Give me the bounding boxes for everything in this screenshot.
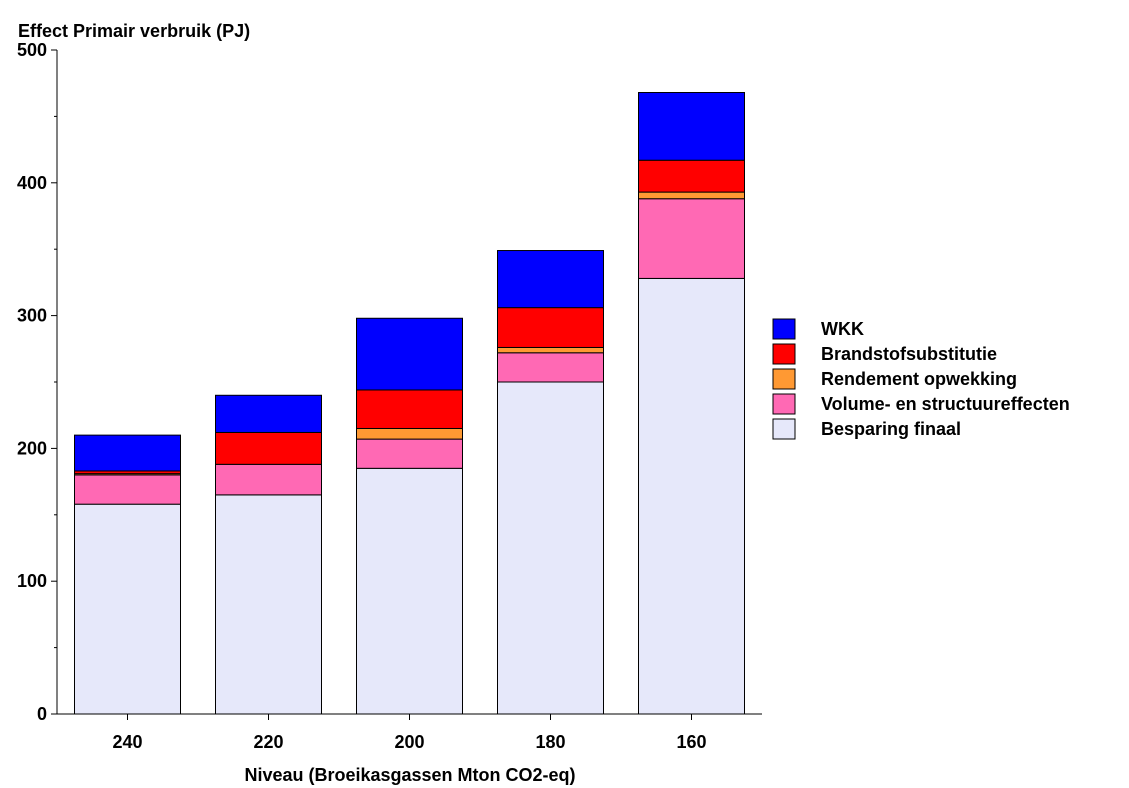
bar-segment bbox=[215, 494, 322, 715]
x-ticks-group: 240 220 200 180 160 bbox=[112, 714, 707, 752]
bar-segment bbox=[638, 92, 745, 161]
bar-segment bbox=[356, 438, 463, 469]
bar-segment bbox=[356, 467, 463, 715]
y-tick-label: 100 bbox=[17, 571, 47, 591]
legend-label: Volume- en structuureffecten bbox=[821, 394, 1070, 414]
bar-segment bbox=[497, 346, 604, 354]
legend-swatch bbox=[772, 418, 796, 440]
legend-label: WKK bbox=[821, 319, 864, 339]
y-tick-label: 400 bbox=[17, 173, 47, 193]
legend-label: Besparing finaal bbox=[821, 419, 961, 439]
bar-segment bbox=[497, 307, 604, 348]
legend: WKK Brandstofsubstitutie Rendement opwekki… bbox=[772, 318, 1070, 440]
bar-segment bbox=[74, 503, 181, 715]
y-axis-title: Effect Primair verbruik (PJ) bbox=[18, 21, 250, 41]
x-tick-label: 200 bbox=[394, 732, 424, 752]
bar-segment bbox=[638, 277, 745, 715]
legend-swatch bbox=[772, 393, 796, 415]
x-tick-label: 180 bbox=[535, 732, 565, 752]
y-tick-label: 300 bbox=[17, 306, 47, 326]
legend-swatch bbox=[772, 343, 796, 365]
bar-segment bbox=[215, 463, 322, 496]
bar-segment bbox=[215, 431, 322, 465]
legend-label: Rendement opwekking bbox=[821, 369, 1017, 389]
legend-label: Brandstofsubstitutie bbox=[821, 344, 997, 364]
bar-segment bbox=[497, 381, 604, 715]
bar-segment bbox=[356, 427, 463, 440]
bar-segment bbox=[356, 317, 463, 391]
legend-swatch bbox=[772, 318, 796, 340]
bar-segment bbox=[638, 191, 745, 200]
bar-segment bbox=[638, 198, 745, 279]
bar-segment bbox=[74, 434, 181, 472]
x-tick-label: 240 bbox=[112, 732, 142, 752]
x-tick-label: 160 bbox=[676, 732, 706, 752]
y-tick-label: 0 bbox=[37, 704, 47, 724]
bar-segment bbox=[497, 352, 604, 383]
y-tick-label: 200 bbox=[17, 438, 47, 458]
bar-segment bbox=[74, 474, 181, 505]
y-ticks-group: 0 100 200 300 400 500 bbox=[17, 40, 57, 724]
bar-segment bbox=[497, 250, 604, 309]
bars-group bbox=[74, 92, 745, 715]
x-tick-label: 220 bbox=[253, 732, 283, 752]
bar-segment bbox=[215, 394, 322, 433]
y-tick-label: 500 bbox=[17, 40, 47, 60]
legend-swatch bbox=[772, 368, 796, 390]
bar-segment bbox=[356, 389, 463, 429]
bar-segment bbox=[638, 159, 745, 193]
x-axis-title: Niveau (Broeikasgassen Mton CO2-eq) bbox=[244, 765, 575, 785]
